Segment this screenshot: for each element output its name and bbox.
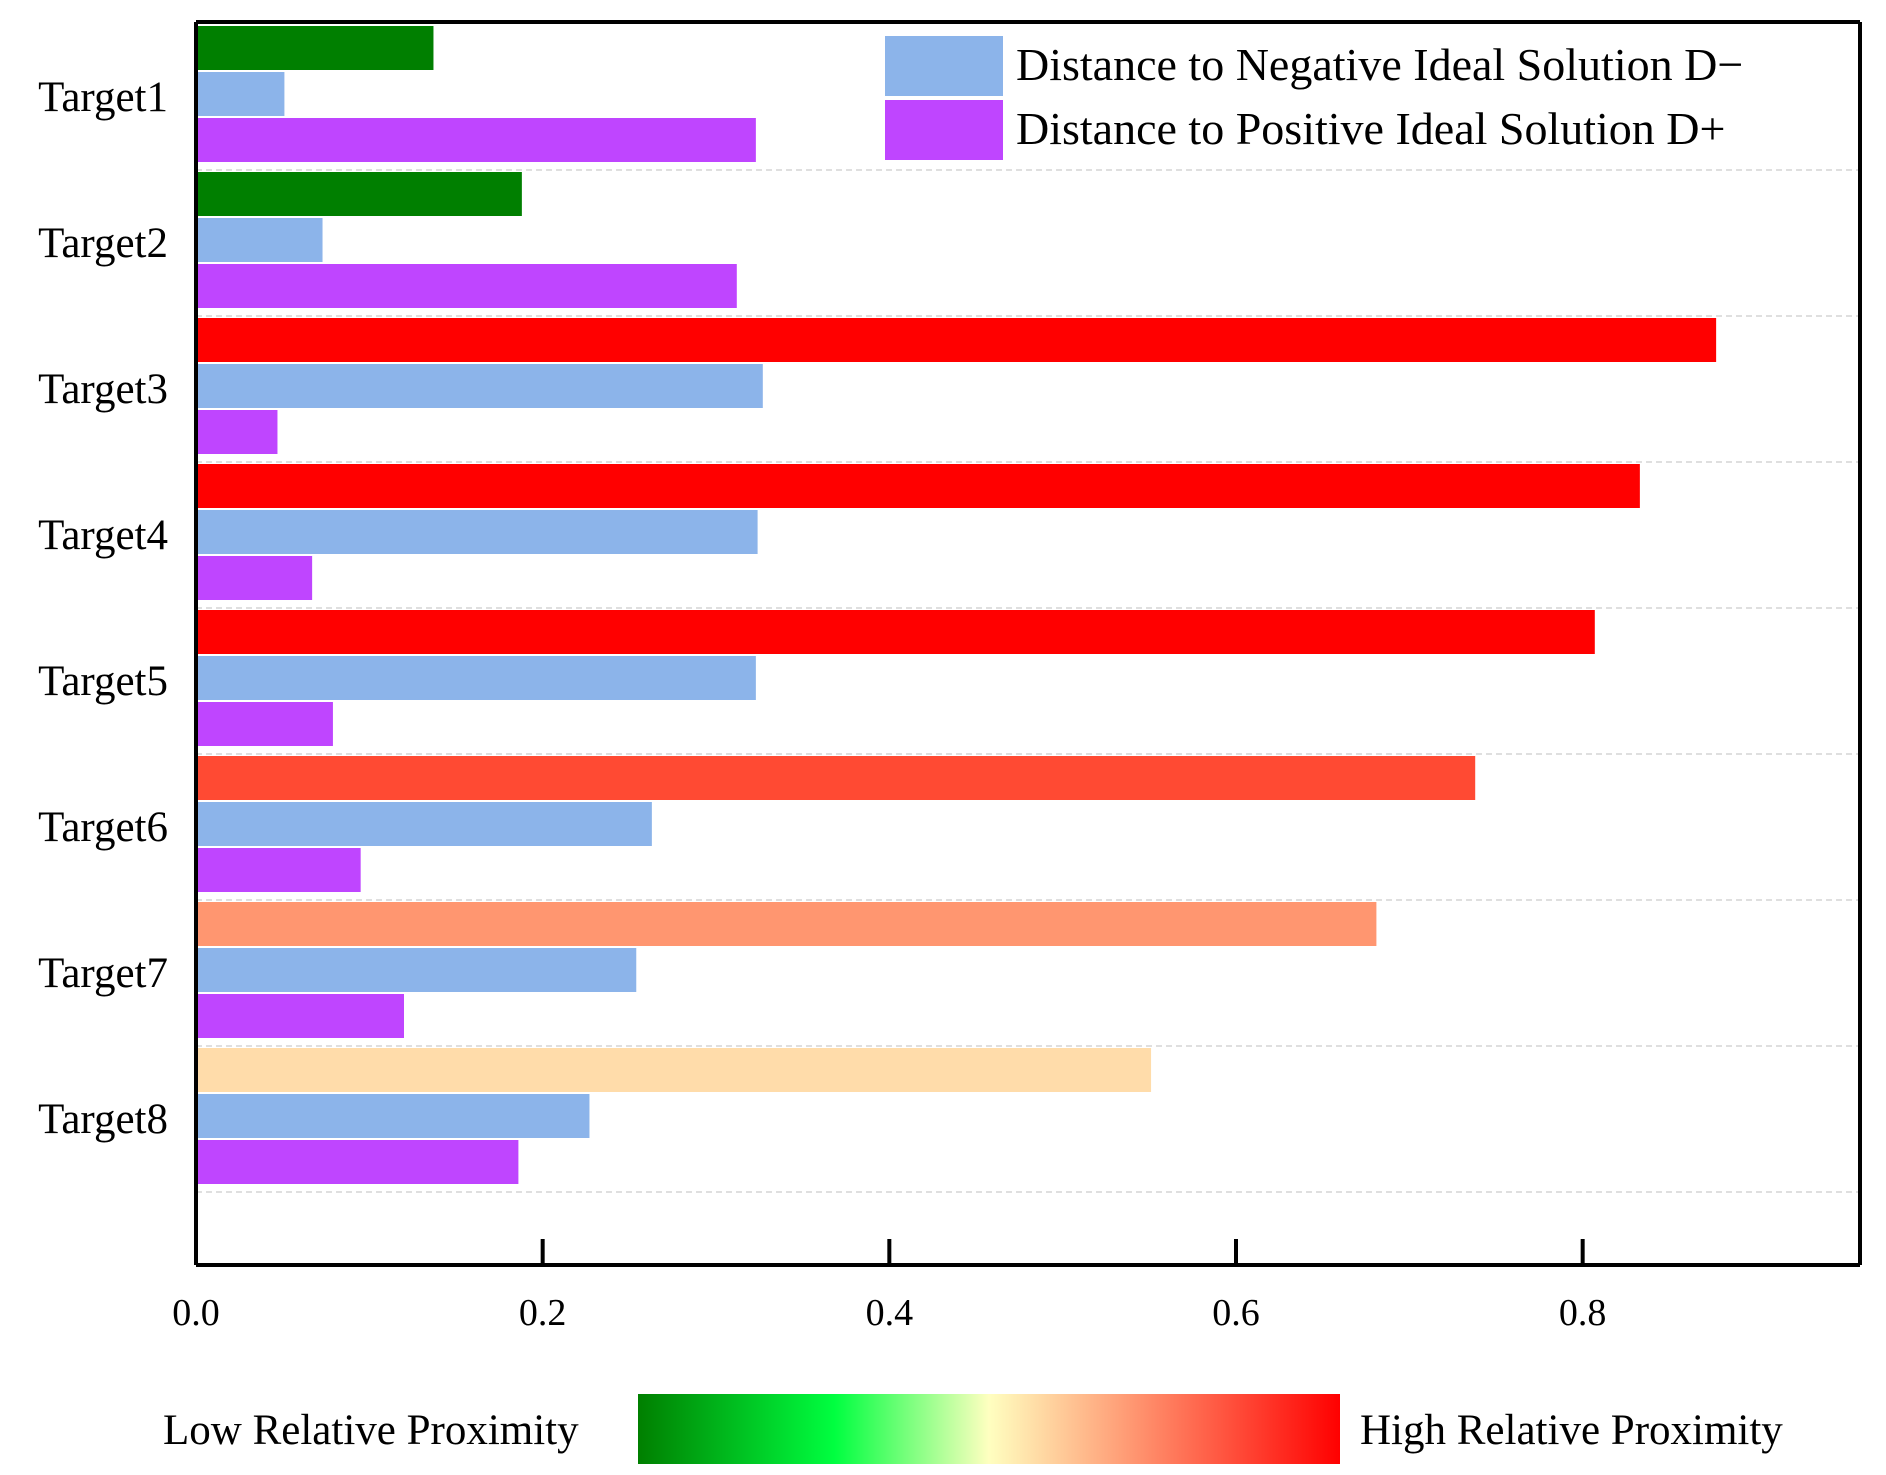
bar-distance-negative [196,510,758,554]
category-label: Target4 [38,512,168,559]
bar-distance-negative [196,72,285,116]
x-axis-ticks: 0.0 0.2 0.4 0.6 0.8 [172,1239,1606,1334]
x-tick-label: 0.4 [866,1292,914,1334]
bar-distance-positive [196,702,333,746]
legend: Distance to Negative Ideal Solution D− D… [885,36,1743,160]
bar-relative-proximity [196,902,1377,946]
bar-distance-positive [196,556,313,600]
bar-distance-negative [196,802,652,846]
category-label: Target1 [38,74,168,121]
category-labels: Target1 Target2 Target3 Target4 Target5 Targe… [38,74,168,1143]
x-tick-label: 0.0 [172,1292,220,1334]
colorbar-high-label: High Relative Proximity [1360,1407,1783,1454]
bar-relative-proximity [196,1048,1152,1092]
bar-relative-proximity [196,610,1595,654]
category-label: Target7 [38,950,168,997]
bar-distance-negative [196,218,323,262]
bar-relative-proximity [196,318,1717,362]
legend-swatch-positive [885,100,1003,160]
bar-distance-negative [196,948,637,992]
bar-relative-proximity [196,756,1476,800]
bar-distance-negative [196,364,763,408]
legend-label-positive: Distance to Positive Ideal Solution D+ [1016,103,1725,154]
category-label: Target2 [38,220,168,267]
bar-relative-proximity [196,464,1640,508]
category-label: Target5 [38,658,168,705]
category-label: Target3 [38,366,168,413]
x-tick-label: 0.8 [1559,1292,1607,1334]
bar-relative-proximity [196,26,434,70]
x-tick-label: 0.2 [519,1292,567,1334]
bar-distance-positive [196,264,737,308]
colorbar-gradient [638,1394,1340,1464]
legend-swatch-negative [885,36,1003,96]
category-label: Target6 [38,804,168,851]
grid-lines [196,169,1860,1193]
category-label: Target8 [38,1096,168,1143]
bar-distance-positive [196,1140,519,1184]
x-tick-label: 0.6 [1212,1292,1260,1334]
colorbar-low-label: Low Relative Proximity [163,1407,579,1454]
bar-distance-positive [196,410,278,454]
bar-distance-negative [196,656,756,700]
bar-distance-positive [196,994,404,1038]
bars-group [196,26,1717,1184]
bar-distance-positive [196,848,361,892]
bar-distance-positive [196,118,756,162]
bar-relative-proximity [196,172,522,216]
legend-label-negative: Distance to Negative Ideal Solution D− [1016,39,1743,90]
bar-distance-negative [196,1094,590,1138]
colorbar: Low Relative Proximity High Relative Pro… [163,1394,1783,1464]
